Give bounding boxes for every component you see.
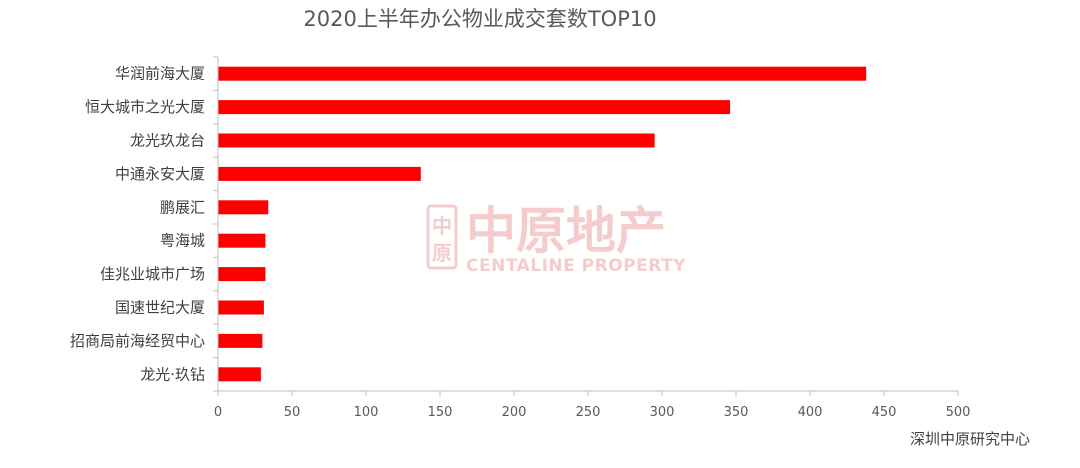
- x-tick-label: 200: [502, 405, 527, 420]
- category-label-5: 鹏展汇: [160, 198, 205, 216]
- bar-10: [218, 367, 261, 382]
- bar-5: [218, 200, 269, 215]
- svg-text:中: 中: [432, 214, 452, 238]
- x-tick-label: 350: [724, 405, 749, 420]
- category-label-2: 恒大城市之光大厦: [85, 98, 205, 116]
- category-label-9: 招商局前海经贸中心: [70, 332, 205, 350]
- category-label-10: 龙光·玖钻: [140, 365, 205, 383]
- watermark: 中 原 中原地产 CENTALINE PROPERTY: [426, 202, 686, 276]
- watermark-en: CENTALINE PROPERTY: [466, 256, 686, 276]
- category-labels: 华润前海大厦恒大城市之光大厦龙光玖龙台中通永安大厦鹏展汇粤海城佳兆业城市广场国速…: [70, 65, 205, 384]
- x-tick-labels: 0 50 100 150 200 250 300 350 400 450 500: [214, 405, 971, 420]
- source-note: 深圳中原研究中心: [910, 430, 1030, 448]
- watermark-logo: 中 原: [426, 204, 458, 270]
- category-label-3: 龙光玖龙台: [130, 132, 205, 150]
- x-tick-label: 0: [214, 405, 222, 420]
- category-label-6: 粤海城: [160, 232, 205, 250]
- category-label-7: 佳兆业城市广场: [100, 265, 205, 283]
- x-tick-label: 300: [650, 405, 675, 420]
- x-tick-label: 100: [354, 405, 379, 420]
- bar-3: [218, 133, 655, 148]
- x-tick-label: 400: [798, 405, 823, 420]
- bar-1: [218, 66, 867, 81]
- bar-6: [218, 233, 266, 248]
- axes: [213, 56, 959, 396]
- chart-title: 2020上半年办公物业成交套数TOP10: [303, 7, 656, 31]
- bar-7: [218, 267, 266, 282]
- bar-8: [218, 300, 264, 315]
- svg-text:原: 原: [432, 241, 452, 265]
- watermark-cn: 中原地产: [466, 202, 666, 260]
- bars: [218, 66, 867, 382]
- x-tick-label: 500: [946, 405, 971, 420]
- x-tick-label: 250: [576, 405, 601, 420]
- x-tick-label: 50: [284, 405, 301, 420]
- bar-4: [218, 166, 421, 181]
- category-label-8: 国速世纪大厦: [115, 299, 205, 317]
- x-tick-label: 150: [428, 405, 453, 420]
- x-tick-label: 450: [872, 405, 897, 420]
- bar-2: [218, 100, 731, 115]
- bar-9: [218, 333, 263, 348]
- category-label-4: 中通永安大厦: [115, 165, 205, 183]
- category-label-1: 华润前海大厦: [115, 65, 205, 83]
